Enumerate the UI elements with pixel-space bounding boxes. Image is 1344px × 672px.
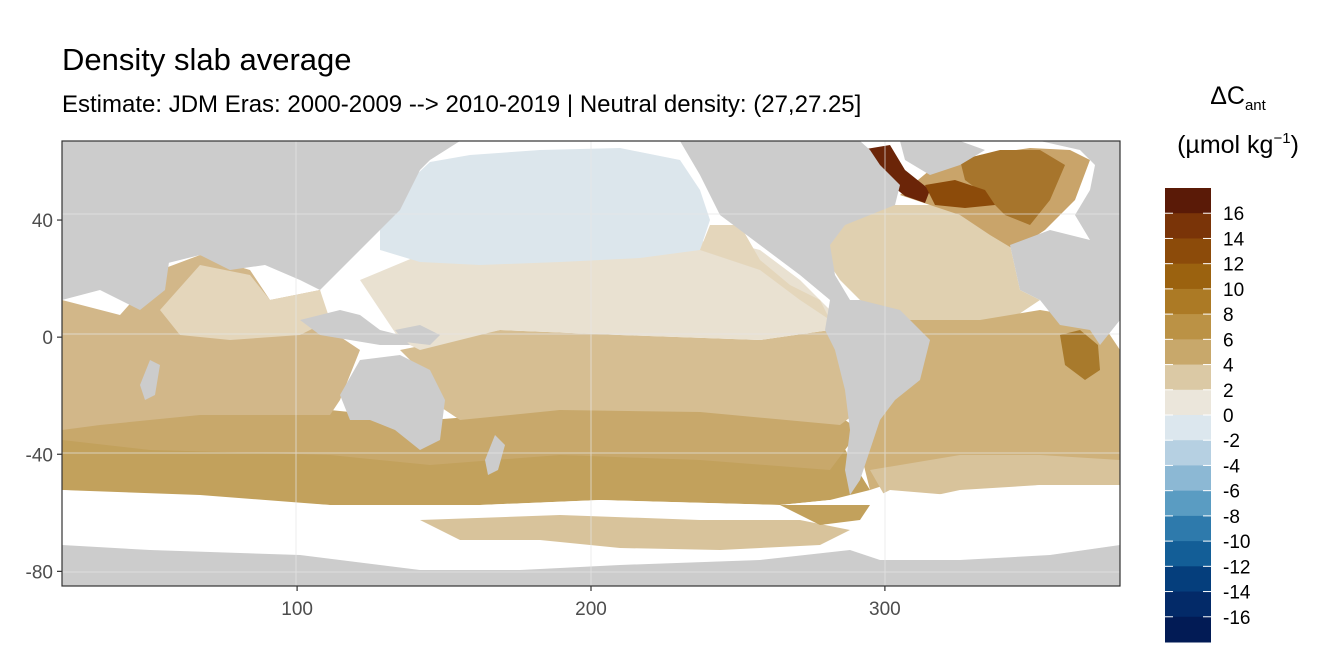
- legend-swatch: [1165, 263, 1211, 290]
- legend-swatch: [1165, 490, 1211, 517]
- land-arabia: [120, 240, 170, 310]
- region-equatorial-pacific: [360, 240, 830, 350]
- region-indian-ocean-north: [160, 265, 330, 340]
- y-tick-label: 40: [32, 211, 53, 232]
- land-south-america: [825, 300, 930, 495]
- legend-label: -6: [1223, 482, 1240, 503]
- land-layer: [62, 141, 1120, 586]
- legend-swatch: [1165, 515, 1211, 542]
- region-north-pacific: [380, 148, 710, 265]
- legend-label: -4: [1223, 456, 1240, 477]
- legend-swatch: [1165, 440, 1211, 466]
- land-europe: [1040, 141, 1120, 240]
- legend-label: 2: [1223, 381, 1234, 402]
- legend-swatch: [1165, 616, 1211, 643]
- land-greenland: [900, 141, 985, 175]
- y-tick-label: -80: [26, 562, 53, 583]
- legend-swatch: [1165, 591, 1211, 618]
- legend-swatch: [1165, 213, 1211, 239]
- land-north-america: [680, 141, 900, 300]
- legend-label: -8: [1223, 507, 1240, 528]
- legend-label: -10: [1223, 532, 1250, 553]
- land-africa-west: [1010, 230, 1120, 345]
- land-indonesia: [300, 310, 410, 345]
- legend-label: -14: [1223, 583, 1251, 604]
- x-tick-label: 300: [869, 599, 901, 620]
- legend-swatch: [1165, 339, 1211, 366]
- legend-title: ΔCant (µmol kg−1): [1158, 84, 1318, 158]
- region-southern-ocean-north: [62, 405, 860, 470]
- legend-label: -2: [1223, 431, 1240, 452]
- land-new-zealand: [485, 435, 505, 475]
- legend-label: 6: [1223, 330, 1234, 351]
- legend-symbol-subscript: ant: [1244, 97, 1266, 114]
- legend-colorbar: 16 14 12 10 8 6 4 2 0 -2 -4 -6 -8 -10 -12 -14 -16: [1165, 188, 1251, 643]
- grid-layer: [62, 141, 1120, 586]
- region-south-atlantic-band: [870, 455, 1120, 505]
- legend-unit-exponent: −1: [1273, 130, 1291, 147]
- region-north-atlantic-core: [960, 150, 1065, 225]
- legend-label: 14: [1223, 229, 1245, 250]
- legend-swatch: [1165, 288, 1211, 315]
- region-gulf-of-guinea: [1060, 330, 1100, 380]
- legend-symbol: ΔC: [1210, 82, 1245, 110]
- legend-label: -16: [1223, 608, 1250, 629]
- region-pacific-east-tan: [700, 225, 830, 320]
- antarctic-shelf-tan: [420, 515, 850, 550]
- legend-unit-open: (µmol kg: [1177, 131, 1274, 159]
- legend-swatch: [1165, 541, 1211, 567]
- antarctic-weddell-tan: [780, 505, 870, 525]
- chart-subtitle: Estimate: JDM Eras: 2000-2009 --> 2010-2…: [62, 91, 862, 118]
- legend-swatch: [1165, 465, 1211, 492]
- legend-swatch: [1165, 188, 1211, 214]
- legend-swatch: [1165, 415, 1211, 441]
- legend-swatch: [1165, 389, 1211, 416]
- legend-swatch: [1165, 314, 1211, 340]
- legend-label: 4: [1223, 356, 1234, 377]
- region-labrador-sea: [860, 145, 930, 203]
- legend-label: 8: [1223, 305, 1234, 326]
- map-panel: [62, 141, 1120, 586]
- legend-label: -12: [1223, 557, 1250, 578]
- legend-label: 10: [1223, 280, 1244, 301]
- legend-label: 16: [1223, 204, 1244, 225]
- land-madagascar: [140, 360, 160, 400]
- region-north-atlantic-subtropic: [820, 205, 1040, 330]
- legend-swatch: [1165, 566, 1211, 593]
- legend-label: 0: [1223, 406, 1234, 427]
- chart-title: Density slab average: [62, 42, 352, 77]
- legend-swatch: [1165, 238, 1211, 265]
- region-south-pacific: [400, 330, 860, 425]
- legend-swatch: [1165, 364, 1211, 391]
- land-antarctica: [62, 545, 1120, 586]
- legend-unit-close: ): [1290, 131, 1299, 159]
- y-tick-label: 0: [42, 328, 53, 349]
- land-australia: [340, 355, 445, 450]
- legend-label: 12: [1223, 255, 1244, 276]
- y-tick-label: -40: [26, 445, 53, 466]
- x-tick-label: 200: [575, 599, 607, 620]
- region-irminger: [925, 180, 995, 208]
- land-new-guinea: [395, 325, 440, 345]
- x-tick-label: 100: [281, 599, 313, 620]
